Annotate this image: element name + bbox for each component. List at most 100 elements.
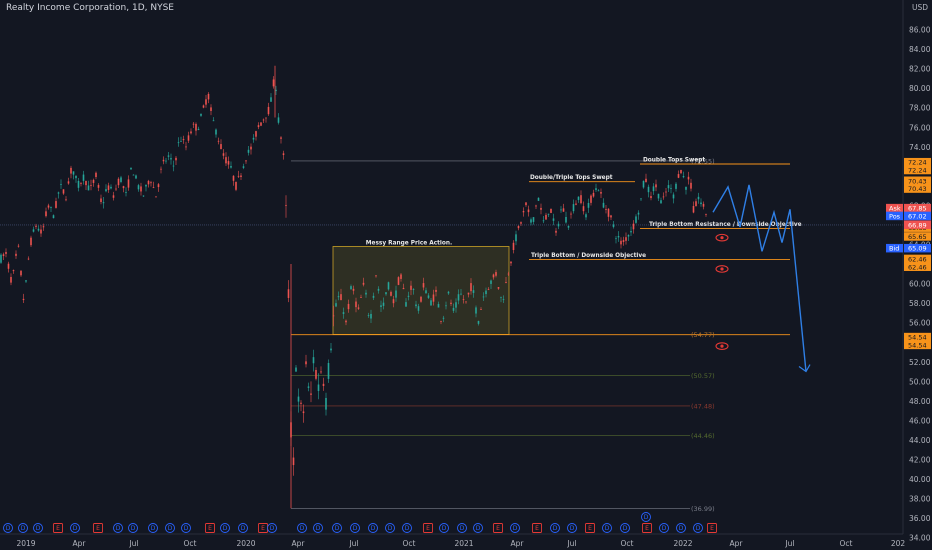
- y-tick-label: 82.00: [909, 65, 931, 74]
- event-marker-label: D: [270, 525, 275, 532]
- candle-body: [515, 234, 517, 242]
- candle-body: [282, 153, 285, 156]
- candle-body: [522, 211, 525, 213]
- candle-body: [245, 160, 247, 162]
- candle-body: [42, 226, 45, 228]
- candle-body: [100, 198, 102, 203]
- y-tick-label: 42.00: [909, 455, 931, 464]
- dividend-marker: [439, 523, 449, 533]
- candle-body: [547, 213, 550, 215]
- level-62-46-annotation: Triple Bottom / Downside Objective: [531, 253, 646, 259]
- y-tick-label: 46.00: [909, 416, 931, 425]
- candle-body: [115, 188, 117, 190]
- dividend-marker: [457, 523, 467, 533]
- candle-body: [22, 298, 25, 301]
- candle-body: [702, 203, 705, 207]
- tag-ask-key: [886, 203, 903, 213]
- candle-body: [137, 185, 140, 190]
- candle-body: [347, 303, 350, 310]
- candle-body: [127, 179, 130, 188]
- x-tick-label: Oct: [840, 539, 853, 548]
- candle-body: [640, 198, 642, 200]
- candle-body: [680, 169, 682, 174]
- candle-body: [195, 123, 197, 131]
- dividend-marker: [620, 523, 630, 533]
- candle-body: [675, 183, 677, 189]
- candle-body: [160, 168, 162, 170]
- candle-body: [367, 315, 370, 316]
- tag-pos: [904, 211, 931, 221]
- level-tag-label: 62.46: [908, 255, 927, 263]
- candle-body: [392, 299, 395, 304]
- event-marker-label: D: [553, 525, 558, 532]
- candle-body: [365, 292, 367, 295]
- earnings-marker: [642, 523, 652, 533]
- candle-body: [602, 202, 605, 208]
- candle-body: [562, 208, 565, 212]
- y-tick-label: 48.00: [909, 397, 931, 406]
- price-axis[interactable]: USD 34.00 36.00 38.00 40.00 42.00 44.00 46.00 48…: [902, 0, 932, 550]
- candle-body: [580, 195, 582, 204]
- candle-body: [57, 192, 60, 194]
- candle-body: [517, 226, 520, 229]
- candle-body: [15, 253, 17, 256]
- candle-body: [555, 230, 557, 233]
- event-marker-label: D: [605, 525, 610, 532]
- candle-body: [315, 369, 317, 379]
- dividend-marker: [641, 512, 651, 522]
- x-tick-label: Apr: [511, 539, 525, 548]
- candle-body: [110, 186, 112, 189]
- tag-bid-key-label: Bid: [889, 245, 899, 253]
- dividend-marker: [165, 523, 175, 533]
- candle-body: [460, 293, 462, 295]
- candle-body: [322, 383, 325, 387]
- candle-body: [352, 288, 355, 291]
- candle-body: [597, 190, 600, 192]
- candle-body: [530, 219, 532, 223]
- event-marker-label: D: [570, 525, 575, 532]
- tag-last-label: 66.89: [908, 221, 927, 229]
- y-tick-label: 76.00: [909, 123, 931, 132]
- dividend-marker: [473, 523, 483, 533]
- dividend-marker: [220, 523, 230, 533]
- level-tag-label: 70.43: [908, 177, 927, 185]
- candle-body: [317, 384, 320, 391]
- candle-body: [92, 179, 95, 183]
- candle-body: [377, 288, 380, 291]
- candle-body: [375, 275, 377, 277]
- candle-body: [117, 178, 120, 186]
- candle-body: [705, 213, 707, 215]
- candle-body: [590, 195, 592, 203]
- candle-body: [510, 261, 512, 264]
- candle-body: [62, 189, 65, 194]
- y-tick-label: 80.00: [909, 84, 931, 93]
- candle-body: [55, 201, 57, 208]
- candle-body: [445, 305, 447, 307]
- y-tick-label: 38.00: [909, 495, 931, 504]
- candle-body: [660, 200, 662, 204]
- dividend-marker: [676, 523, 686, 533]
- candle-body: [125, 192, 127, 193]
- level-tag-label: 72.24: [908, 159, 927, 167]
- candle-body: [30, 237, 32, 246]
- candle-body: [635, 216, 637, 223]
- event-marker-label: D: [476, 525, 481, 532]
- dividend-marker: [602, 523, 612, 533]
- candle-body: [175, 157, 177, 161]
- level-47-48-label: (47.48): [691, 402, 715, 410]
- y-tick-label: 60.00: [909, 280, 931, 289]
- candle-body: [47, 205, 50, 208]
- candle-body: [112, 195, 115, 198]
- candle-body: [212, 120, 215, 122]
- time-axis[interactable]: 2019 Apr Jul Oct 2020 Apr Jul Oct 2021 Apr Jul Oct 2…: [0, 533, 905, 548]
- candle-body: [535, 205, 537, 207]
- candle-body: [465, 301, 467, 303]
- candle-body: [477, 321, 480, 324]
- event-marker-label: E: [535, 525, 539, 532]
- candle-body: [307, 386, 310, 388]
- candle-body: [682, 175, 685, 178]
- candle-body: [355, 301, 357, 308]
- level-tag: [904, 332, 931, 342]
- level-72-55-label: (72.55): [691, 157, 715, 165]
